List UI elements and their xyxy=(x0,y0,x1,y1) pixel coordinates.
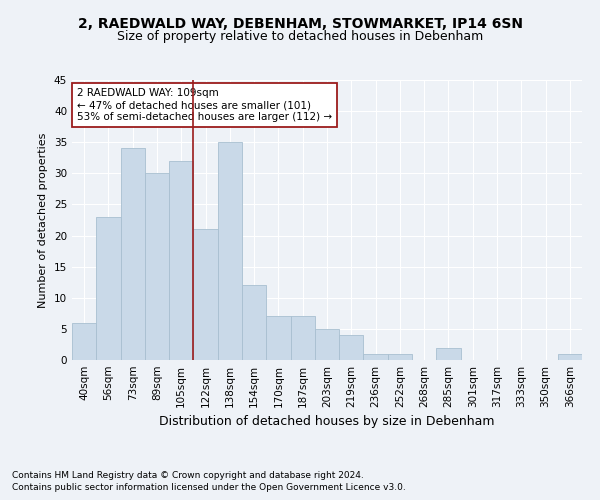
Bar xyxy=(218,142,242,360)
Bar xyxy=(364,354,388,360)
Bar xyxy=(96,217,121,360)
Text: Size of property relative to detached houses in Debenham: Size of property relative to detached ho… xyxy=(117,30,483,43)
Bar xyxy=(145,174,169,360)
Bar xyxy=(290,316,315,360)
Bar xyxy=(388,354,412,360)
Text: Contains HM Land Registry data © Crown copyright and database right 2024.: Contains HM Land Registry data © Crown c… xyxy=(12,471,364,480)
Bar xyxy=(436,348,461,360)
Bar xyxy=(169,161,193,360)
Bar xyxy=(72,322,96,360)
X-axis label: Distribution of detached houses by size in Debenham: Distribution of detached houses by size … xyxy=(159,416,495,428)
Bar xyxy=(242,286,266,360)
Text: 2 RAEDWALD WAY: 109sqm
← 47% of detached houses are smaller (101)
53% of semi-de: 2 RAEDWALD WAY: 109sqm ← 47% of detached… xyxy=(77,88,332,122)
Bar xyxy=(266,316,290,360)
Bar xyxy=(558,354,582,360)
Bar xyxy=(339,335,364,360)
Bar xyxy=(193,230,218,360)
Bar xyxy=(121,148,145,360)
Bar xyxy=(315,329,339,360)
Text: 2, RAEDWALD WAY, DEBENHAM, STOWMARKET, IP14 6SN: 2, RAEDWALD WAY, DEBENHAM, STOWMARKET, I… xyxy=(77,18,523,32)
Text: Contains public sector information licensed under the Open Government Licence v3: Contains public sector information licen… xyxy=(12,484,406,492)
Y-axis label: Number of detached properties: Number of detached properties xyxy=(38,132,49,308)
